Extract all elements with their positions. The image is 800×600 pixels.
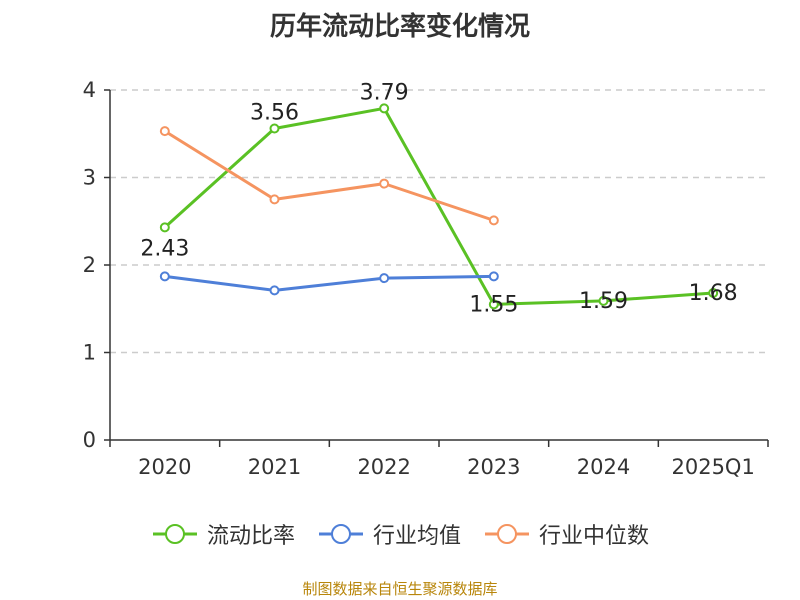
y-tick-label: 4 <box>83 78 96 102</box>
x-tick-label-2021: 2021 <box>248 455 301 479</box>
data-label: 3.79 <box>360 80 409 105</box>
data-point <box>159 126 170 137</box>
x-tick-label-2023: 2023 <box>467 455 520 479</box>
series-line-0 <box>163 106 714 306</box>
x-tick-label-2020: 2020 <box>138 455 191 479</box>
data-point <box>488 271 499 282</box>
legend-label: 行业均值 <box>372 524 461 549</box>
series-line-1 <box>164 274 494 292</box>
legend-swatch-marker <box>497 524 517 544</box>
data-label: 1.59 <box>579 289 628 314</box>
legend-swatch-marker <box>164 524 185 544</box>
data-point <box>159 222 170 233</box>
legend-item-0[interactable]: 流动比率 <box>151 518 295 550</box>
legend-swatch-icon <box>152 524 197 544</box>
data-point <box>488 215 499 226</box>
legend-label: 行业中位数 <box>539 524 650 549</box>
legend: 流动比率 行业均值 行业中位数 <box>0 518 800 550</box>
chart-title: 历年流动比率变化情况 <box>269 12 530 42</box>
y-tick-label: 2 <box>83 253 96 277</box>
data-point <box>269 285 280 296</box>
data-point <box>379 103 390 114</box>
legend-swatch-marker <box>330 524 351 544</box>
legend-swatch-icon <box>485 524 529 544</box>
data-point <box>269 123 280 134</box>
x-tick-label-2022: 2022 <box>357 455 410 479</box>
y-tick-label: 0 <box>83 428 96 452</box>
data-point <box>708 288 719 298</box>
x-tick-label-2024: 2024 <box>577 455 630 479</box>
x-tick-label-2025Q1: 2025Q1 <box>671 455 754 479</box>
data-point <box>379 273 390 284</box>
data-labels: 2.43 3.56 3.79 1.55 1.59 1.68 <box>140 80 737 317</box>
data-label: 2.43 <box>140 236 189 261</box>
data-point <box>159 271 170 282</box>
data-point <box>379 178 390 189</box>
legend-item-2[interactable]: 行业中位数 <box>483 518 649 550</box>
y-tick-label: 1 <box>83 341 96 365</box>
grid-lines <box>110 89 768 354</box>
legend-item-1[interactable]: 行业均值 <box>317 518 461 550</box>
data-label: 1.68 <box>689 281 738 306</box>
legend-swatch-icon <box>318 524 363 544</box>
source-note: 制图数据来自恒生聚源数据库 <box>302 580 498 598</box>
data-label: 3.56 <box>250 101 299 126</box>
data-label: 1.55 <box>469 292 518 317</box>
data-point <box>269 194 280 205</box>
y-tick-label: 3 <box>83 166 96 190</box>
legend-label: 流动比率 <box>206 524 295 549</box>
data-point <box>598 295 609 306</box>
data-point <box>488 299 499 310</box>
series-layer <box>159 103 719 310</box>
series-line-2 <box>164 129 495 222</box>
axes: 0 1 2 3 4 2020 2021 2022 2023 2024 2025Q1 <box>83 78 769 479</box>
